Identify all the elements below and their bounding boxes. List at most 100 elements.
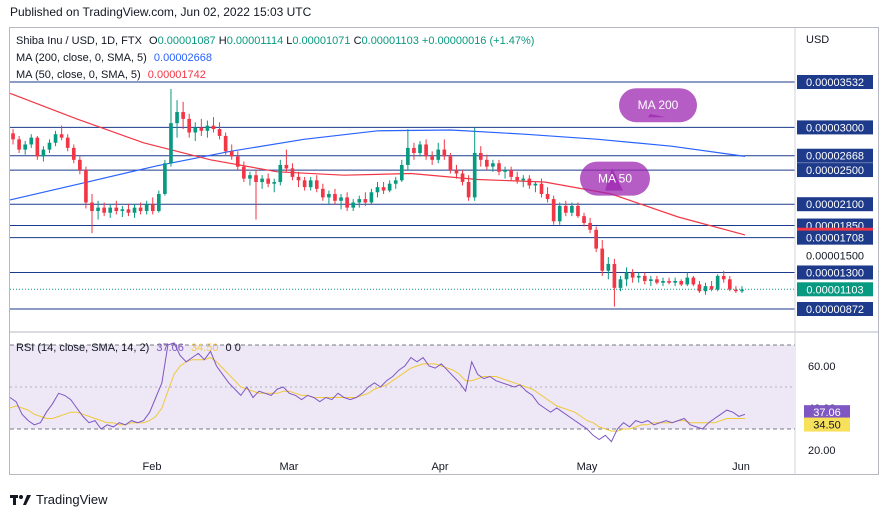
candle [454,164,459,179]
candle [721,270,726,283]
candle [503,166,507,179]
price-axis-label: 0.00001500 [806,250,864,262]
svg-text:0.00002500: 0.00002500 [806,165,864,177]
candle [703,282,708,295]
rsi-tick-label: 60.00 [808,361,836,373]
price-axis-label: 0.00003000 [797,120,873,135]
price-axis-label: 0.00002668 [797,148,873,163]
candle [485,154,489,171]
rsi-last-label: 34.50 [804,417,850,432]
svg-text:0.00002668: 0.00002668 [806,151,864,163]
candle [181,101,185,130]
candle [363,192,368,206]
candle [138,202,143,215]
candle [132,204,137,218]
candle [436,142,441,164]
candle [59,125,64,141]
rsi-extra: 0 0 [225,342,241,354]
candle [321,183,325,201]
candle [430,151,434,165]
candle [314,175,319,193]
rsi-legend: RSI (14, close, SMA, 14, 2) 37.06 34.50 … [16,342,241,354]
candle [41,146,46,162]
time-axis-labels: Feb Mar Apr May Jun [143,461,750,473]
candle [636,272,641,283]
candle [448,153,453,174]
candle [715,274,720,292]
candle [545,187,550,203]
change-value: +0.00000016 (+1.47%) [421,35,535,47]
price-axis-label: 0.00003532 [797,75,873,89]
footer-brand[interactable]: TradingView [10,492,108,507]
candle [697,281,702,293]
candle [576,202,580,218]
rsi-lines [9,342,746,443]
currency-label[interactable]: USD [806,34,830,46]
candle [515,171,520,184]
svg-text:0.00000872: 0.00000872 [806,304,864,316]
candle [588,217,592,234]
candle [211,117,216,133]
candle [557,202,562,225]
candle [169,88,173,167]
candle [418,141,422,157]
ma50-label: MA (50, close, 0, SMA, 5) [16,69,141,81]
high-value: 0.00001114 [226,35,284,47]
candle [630,269,635,283]
annotation-bubble: MA 50 [580,161,650,196]
rsi-label: RSI (14, close, SMA, 14, 2) [16,342,150,354]
candle [406,129,410,171]
rsi-line [9,342,746,443]
candle [17,135,21,154]
candle [667,277,671,285]
candle [740,286,744,293]
candle [114,200,119,215]
candle [333,188,337,205]
candle [339,193,343,210]
brand-name: TradingView [36,492,108,507]
open-label: O [149,35,158,47]
rsi-tick-label: 20.00 [808,445,836,457]
candle [223,132,228,155]
candle [90,193,94,234]
candle [35,135,40,160]
ma200-value: 0.00002668 [153,52,213,64]
legend-ma50: MA (50, close, 0, SMA, 5) 0.00001742 [16,68,206,82]
svg-text:0.00003532: 0.00003532 [806,77,864,89]
candle [624,267,629,287]
svg-text:0.00001300: 0.00001300 [806,267,864,279]
candle [424,139,428,160]
annotation-text: MA 50 [598,172,632,186]
candle [242,161,246,183]
candle [642,272,647,285]
candle [290,163,295,181]
candle [570,202,574,217]
candle [284,149,289,172]
candle [157,190,161,213]
candle [527,175,532,189]
ma200-curve [9,129,746,201]
candle [150,197,155,215]
candle [521,175,526,188]
candle [509,166,513,181]
ma200-label: MA (200, close, 0, SMA, 5) [16,52,147,64]
candle [65,134,70,152]
candle [709,281,714,292]
chart-frame [9,27,879,475]
high-label: H [218,35,227,47]
candle [327,190,331,205]
candle [78,156,82,175]
tradingview-logo-icon [10,494,31,505]
candle [351,199,356,212]
candle [375,182,380,198]
price-axis-label: 0.00001300 [797,265,873,280]
candle [734,286,738,293]
candle [144,200,149,215]
candle [11,129,15,145]
ma50-value: 0.00001742 [147,69,206,81]
legend-ma200: MA (200, close, 0, SMA, 5) 0.00002668 [16,51,212,65]
close-label: C [353,35,362,47]
candle [655,275,659,285]
